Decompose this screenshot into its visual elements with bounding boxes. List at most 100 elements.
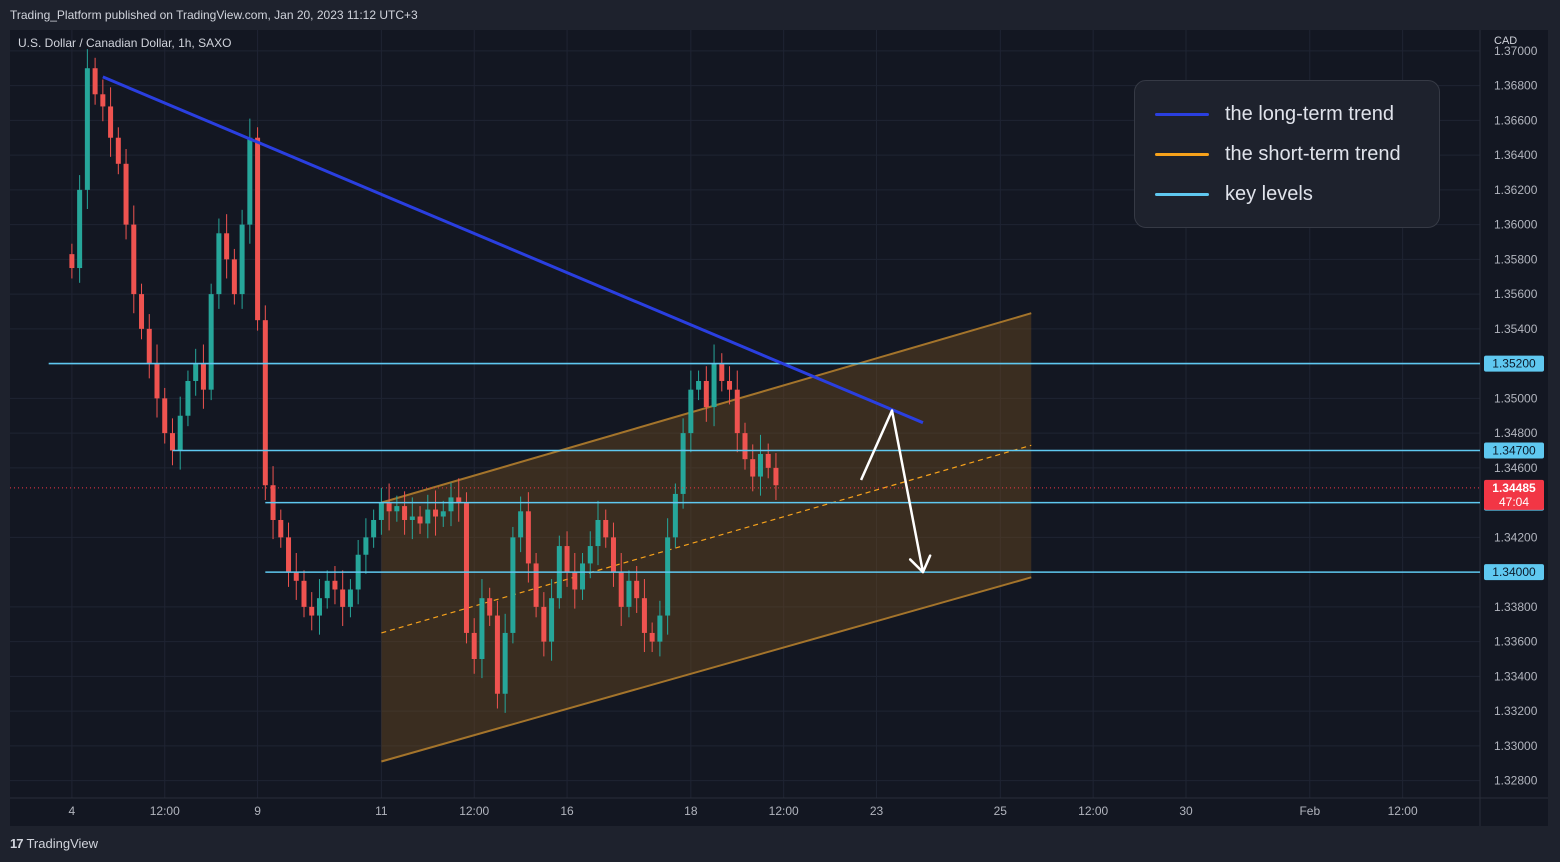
x-tick-label: 12:00 bbox=[1078, 804, 1108, 818]
candle-body bbox=[108, 106, 114, 138]
candle-body bbox=[200, 363, 206, 390]
candle-body bbox=[610, 537, 616, 573]
y-tick-label: 1.36600 bbox=[1494, 113, 1538, 127]
long-term-trend-line bbox=[102, 75, 924, 425]
candle-body bbox=[293, 572, 299, 581]
candle-body bbox=[541, 606, 547, 642]
candle-body bbox=[433, 509, 439, 517]
candle-body bbox=[672, 493, 678, 538]
candle-body bbox=[286, 537, 292, 573]
candle-body bbox=[394, 506, 400, 512]
chart-area[interactable]: 1.37000 1.36800 1.36600 1.36400 1.36200 1.360… bbox=[10, 30, 1548, 826]
candle-body bbox=[580, 563, 586, 590]
x-tick-label: 16 bbox=[560, 804, 574, 818]
candle-body bbox=[154, 363, 160, 399]
candle-body bbox=[193, 363, 199, 381]
footer: 17 TradingView bbox=[0, 826, 1560, 862]
candle-body bbox=[487, 598, 493, 616]
x-tick-label: 23 bbox=[870, 804, 884, 818]
candle-body bbox=[688, 389, 694, 434]
y-tick-label: 1.35600 bbox=[1494, 287, 1538, 301]
candle-body bbox=[734, 389, 740, 434]
candle-body bbox=[440, 511, 446, 517]
candle-body bbox=[703, 380, 709, 408]
candle-body bbox=[177, 415, 183, 451]
y-tick-label: 1.33600 bbox=[1494, 635, 1538, 649]
y-tick-label: 1.36200 bbox=[1494, 183, 1538, 197]
candle-body bbox=[603, 519, 609, 538]
candle-body bbox=[479, 598, 485, 659]
candle-body bbox=[162, 398, 168, 434]
legend-label: key levels bbox=[1225, 183, 1313, 205]
projection-arrow bbox=[859, 409, 925, 573]
key-level-tag bbox=[1484, 564, 1544, 581]
candle-body bbox=[316, 598, 322, 616]
candle-body bbox=[665, 537, 671, 616]
candle-body bbox=[634, 580, 640, 599]
candle-body bbox=[494, 615, 500, 694]
candle-body bbox=[471, 632, 477, 659]
y-tick-label: 1.33200 bbox=[1494, 704, 1538, 718]
x-tick-label: 12:00 bbox=[1388, 804, 1418, 818]
y-tick-label: 1.35800 bbox=[1494, 252, 1538, 266]
tradingview-logo[interactable]: 17 TradingView bbox=[10, 836, 98, 851]
candle-body bbox=[255, 137, 261, 321]
legend-label: the short-term trend bbox=[1225, 143, 1401, 165]
key-level-tag-label: 1.34700 bbox=[1492, 443, 1536, 457]
y-tick-label: 1.33000 bbox=[1494, 739, 1538, 753]
current-price-tag bbox=[1484, 479, 1544, 510]
candle-body bbox=[417, 516, 423, 524]
candle-body bbox=[69, 254, 75, 269]
candle-body bbox=[765, 453, 771, 468]
x-tick-label: 18 bbox=[684, 804, 698, 818]
candle-body bbox=[463, 502, 469, 633]
x-tick-label: 9 bbox=[254, 804, 261, 818]
top-bar: Trading_Platform published on TradingVie… bbox=[0, 0, 1560, 30]
y-tick-label: 1.36000 bbox=[1494, 218, 1538, 232]
candle-body bbox=[742, 433, 748, 460]
candle-body bbox=[92, 68, 98, 95]
candle-body bbox=[247, 137, 253, 225]
candle-body bbox=[208, 294, 214, 390]
candle-body bbox=[100, 94, 106, 107]
x-tick-label: 12:00 bbox=[769, 804, 799, 818]
candle-body bbox=[757, 453, 763, 477]
projection-arrow-head bbox=[908, 554, 932, 574]
candle-body bbox=[402, 506, 408, 520]
candle-body bbox=[231, 259, 237, 295]
candle-body bbox=[618, 572, 624, 607]
key-level-tag-label: 1.35200 bbox=[1492, 357, 1536, 371]
key-level-tag bbox=[1484, 442, 1544, 459]
candle-body bbox=[649, 632, 655, 642]
y-tick-label: 1.37000 bbox=[1494, 44, 1538, 58]
y-tick-label: 1.34600 bbox=[1494, 461, 1538, 475]
candle-body bbox=[518, 511, 524, 538]
candle-body bbox=[502, 632, 508, 694]
candle-body bbox=[324, 580, 330, 599]
candle-body bbox=[727, 380, 733, 390]
x-tick-label: 12:00 bbox=[459, 804, 489, 818]
tradingview-logo-icon: 17 bbox=[10, 836, 24, 851]
published-text: Trading_Platform published on TradingVie… bbox=[10, 8, 418, 22]
y-tick-label: 1.35000 bbox=[1494, 391, 1538, 405]
candle-body bbox=[309, 606, 315, 616]
candle-body bbox=[347, 589, 353, 607]
candle-body bbox=[371, 519, 377, 538]
candle-body bbox=[146, 328, 152, 364]
candle-body bbox=[696, 380, 702, 390]
price-chart[interactable]: 1.37000 1.36800 1.36600 1.36400 1.36200 1.360… bbox=[10, 30, 1548, 826]
y-tick-label: 1.36400 bbox=[1494, 148, 1538, 162]
x-tick-label: 30 bbox=[1179, 804, 1193, 818]
y-tick-label: 1.33400 bbox=[1494, 669, 1538, 683]
candle-body bbox=[711, 363, 717, 408]
y-tick-label: 1.34800 bbox=[1494, 426, 1538, 440]
candle-body bbox=[680, 433, 686, 494]
candle-body bbox=[564, 546, 570, 573]
candle-body bbox=[216, 233, 222, 295]
candle-body bbox=[773, 467, 779, 486]
candle-body bbox=[77, 189, 83, 269]
candle-body bbox=[131, 224, 137, 295]
tradingview-logo-text: TradingView bbox=[26, 836, 99, 851]
x-tick-label: 4 bbox=[69, 804, 76, 818]
candle-body bbox=[595, 519, 601, 547]
